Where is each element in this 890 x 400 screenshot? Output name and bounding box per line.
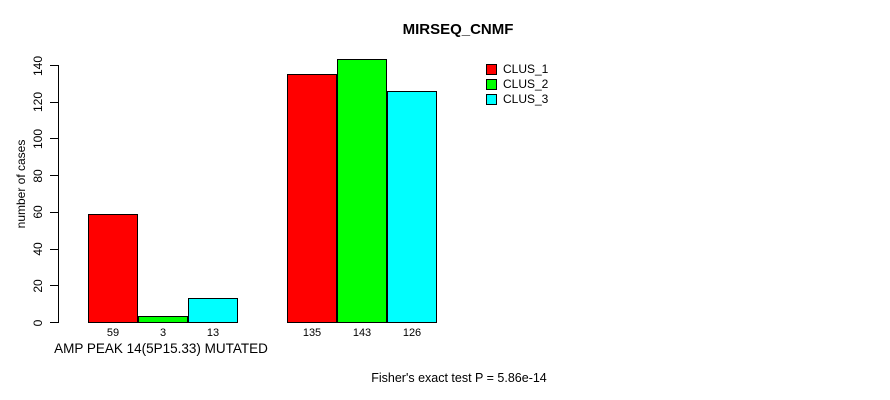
legend-item-clus_1: CLUS_1: [486, 62, 548, 77]
y-axis-tick-label: 120: [31, 92, 45, 113]
bar-value-label: 59: [106, 327, 120, 339]
legend-label: CLUS_3: [503, 92, 549, 106]
bar-value-label: 135: [302, 327, 322, 339]
y-axis-tick-label: 60: [31, 205, 45, 220]
y-axis-tick-label: 80: [31, 168, 45, 183]
y-axis-line: [58, 65, 59, 323]
y-axis-tick: [50, 101, 58, 103]
y-axis-tick-label: 100: [31, 128, 45, 149]
y-axis-title: number of cases: [14, 139, 28, 229]
y-axis-tick-label: 20: [31, 279, 45, 293]
y-axis-tick-label: 140: [31, 55, 45, 76]
legend-swatch-clus_2: [486, 79, 497, 90]
bar-value-label: 3: [159, 327, 167, 339]
y-axis-tick: [50, 65, 58, 66]
chart-title: MIRSEQ_CNMF: [402, 21, 514, 38]
x-axis-category-label: AMP PEAK 14(5P15.33) MUTATED: [54, 341, 268, 356]
y-axis-tick-label: 40: [31, 242, 45, 256]
y-axis-tick: [50, 322, 58, 323]
bar-value-label: 126: [402, 327, 422, 339]
legend-swatch-clus_1: [486, 64, 497, 75]
legend-swatch-clus_3: [486, 94, 497, 105]
bar-value-label: 13: [206, 327, 220, 339]
bar-clus_2-group1: [138, 316, 188, 323]
legend-label: CLUS_1: [503, 62, 549, 76]
legend-item-clus_2: CLUS_2: [486, 77, 548, 92]
bar-value-label: 143: [352, 327, 372, 339]
y-axis-tick: [50, 211, 58, 213]
bar-clus_1-group2: [287, 74, 337, 323]
bar-clus_2-group2: [337, 59, 387, 323]
legend-item-clus_3: CLUS_3: [486, 92, 548, 107]
y-axis-tick: [50, 285, 58, 287]
y-axis-tick: [50, 248, 58, 250]
bar-clus_3-group1: [188, 298, 238, 323]
legend-label: CLUS_2: [503, 77, 549, 91]
legend: CLUS_1 CLUS_2 CLUS_3: [486, 62, 548, 107]
y-axis-tick-label: 0: [31, 319, 45, 326]
y-axis-tick: [50, 175, 58, 177]
y-axis-tick: [50, 138, 58, 140]
fisher-test-note: Fisher's exact test P = 5.86e-14: [371, 371, 547, 385]
bar-clus_3-group2: [387, 90, 437, 323]
bar-clus_1-group1: [88, 213, 138, 323]
